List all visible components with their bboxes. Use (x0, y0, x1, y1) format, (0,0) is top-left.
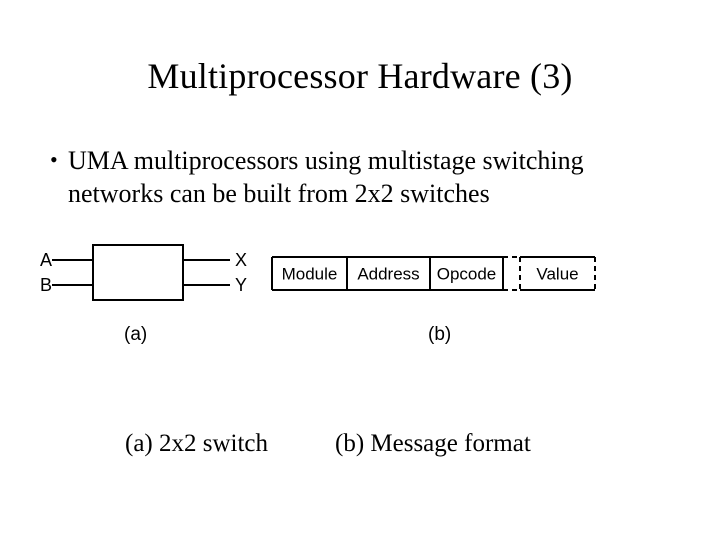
msg-field-label: Value (536, 265, 578, 284)
diagram-svg: AB XY (a) Module Address Opcode Value (b) (40, 235, 680, 395)
subfig-caption-a: (a) (124, 324, 147, 345)
caption-b: (b) Message format (335, 430, 531, 458)
switch-output-label: Y (235, 275, 247, 295)
slide-title: Multiprocessor Hardware (3) (0, 0, 720, 97)
msg-field-label: Opcode (437, 265, 497, 284)
caption-a: (a) 2x2 switch (125, 430, 268, 458)
bullet-text: UMA multiprocessors using multistage swi… (68, 145, 660, 210)
msg-field-label: Module (282, 265, 338, 284)
subfig-caption-b: (b) (428, 324, 451, 345)
msg-field-label: Address (357, 265, 419, 284)
switch-box (93, 245, 183, 300)
bullet-item: • UMA multiprocessors using multistage s… (0, 145, 720, 210)
switch-input-label: B (40, 275, 52, 295)
slide: Multiprocessor Hardware (3) • UMA multip… (0, 0, 720, 540)
bullet-dot: • (50, 145, 68, 175)
figure-area: AB XY (a) Module Address Opcode Value (b) (40, 235, 680, 395)
switch-output-label: X (235, 250, 247, 270)
switch-input-label: A (40, 250, 52, 270)
